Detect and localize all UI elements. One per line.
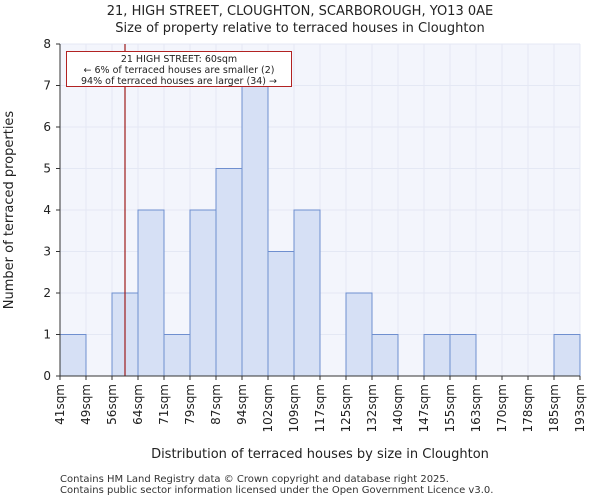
property-annotation-box: 21 HIGH STREET: 60sqm ← 6% of terraced h… [66,51,292,87]
x-tick-label: 64sqm [131,384,145,425]
y-tick-label: 8 [43,37,51,51]
y-tick-label: 0 [43,369,51,383]
histogram-bar [371,334,399,377]
x-tick-label: 147sqm [417,384,431,432]
histogram-bar [449,334,477,377]
x-tick-label: 193sqm [573,384,587,432]
y-tick-label: 7 [43,79,51,93]
y-tick-label: 1 [43,328,51,342]
histogram-bar [553,334,581,377]
x-tick-label: 94sqm [235,384,249,425]
histogram-bar [345,292,373,377]
y-tick-label: 3 [43,245,51,259]
chart-title-subtitle: Size of property relative to terraced ho… [115,21,485,36]
histogram-bar [189,209,217,377]
x-tick-label: 170sqm [495,384,509,432]
x-tick-label: 87sqm [209,384,223,425]
y-tick-label: 6 [43,120,51,134]
x-tick-label: 56sqm [105,384,119,425]
x-tick-label: 49sqm [79,384,93,425]
x-tick-label: 102sqm [261,384,275,432]
histogram-bar [293,209,321,377]
footer-licence: Contains public sector information licen… [60,485,494,496]
histogram-bar [241,85,269,377]
footer-copyright: Contains HM Land Registry data © Crown c… [60,474,449,485]
x-tick-label: 109sqm [287,384,301,432]
histogram-bar [59,334,87,377]
x-tick-label: 71sqm [157,384,171,425]
histogram-bar [423,334,451,377]
x-tick-label: 132sqm [365,384,379,432]
histogram-bar [163,334,191,377]
x-tick-label: 117sqm [313,384,327,432]
x-tick-label: 140sqm [391,384,405,432]
annotation-property-label: 21 HIGH STREET: 60sqm [120,54,238,65]
histogram-bar [137,209,165,377]
x-tick-label: 178sqm [521,384,535,432]
x-tick-label: 125sqm [339,384,353,432]
x-tick-label: 155sqm [443,384,457,432]
x-tick-label: 41sqm [53,384,67,425]
annotation-larger-text: 94% of terraced houses are larger (34) → [81,76,277,87]
x-tick-label: 79sqm [183,384,197,425]
x-tick-label: 185sqm [547,384,561,432]
annotation-smaller-text: ← 6% of terraced houses are smaller (2) [83,65,275,76]
histogram-bar [267,251,295,377]
y-tick-label: 5 [43,162,51,176]
histogram-bar [215,168,243,377]
x-axis-title: Distribution of terraced houses by size … [151,447,489,462]
y-tick-label: 2 [43,286,51,300]
x-tick-label: 163sqm [469,384,483,432]
y-tick-label: 4 [43,203,51,217]
y-axis-title: Number of terraced properties [2,111,17,310]
chart-title-address: 21, HIGH STREET, CLOUGHTON, SCARBOROUGH,… [106,4,494,19]
